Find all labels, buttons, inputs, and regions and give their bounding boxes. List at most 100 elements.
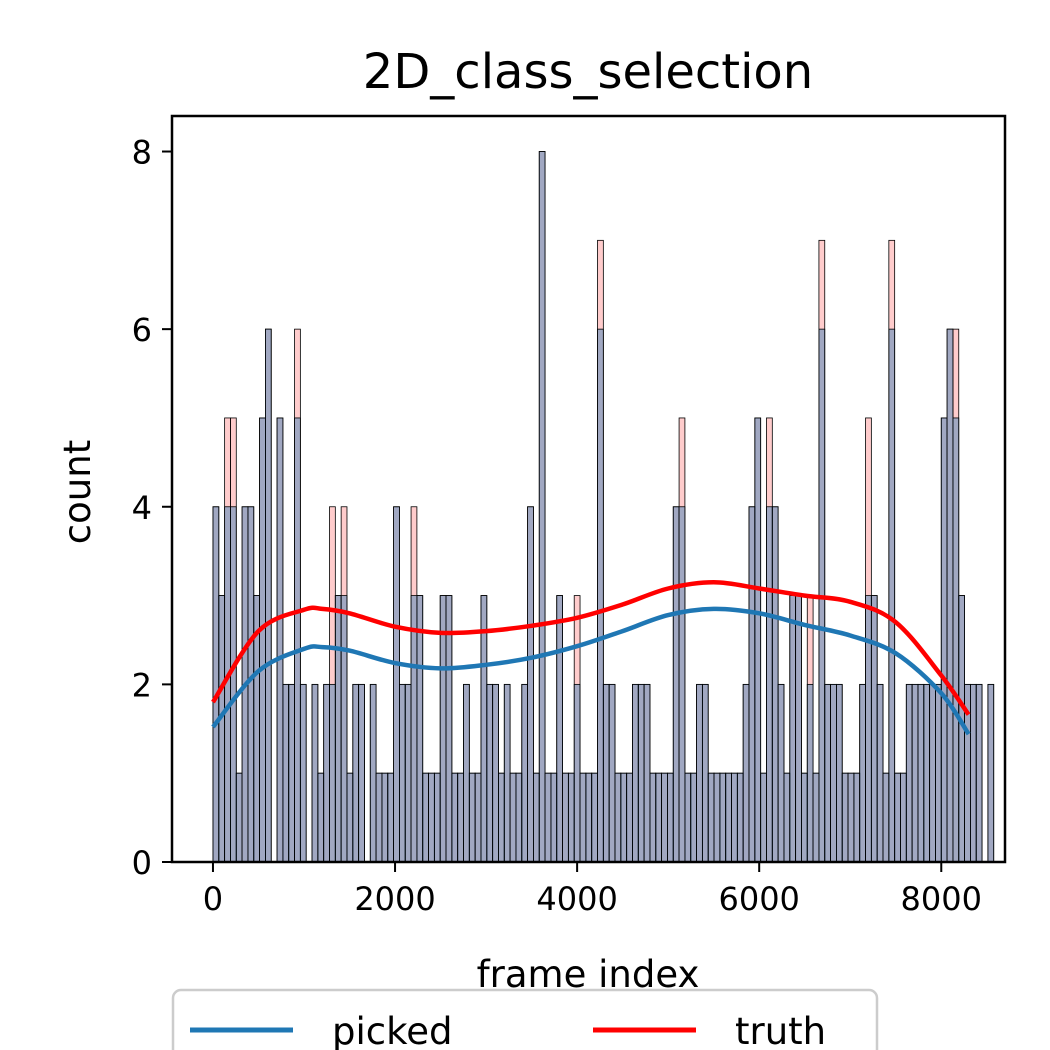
- picked-bar: [562, 772, 569, 863]
- picked-bar: [894, 772, 901, 863]
- picked-bar: [836, 683, 843, 863]
- picked-bar: [265, 328, 272, 863]
- picked-bar: [556, 595, 563, 863]
- picked-bar: [544, 772, 552, 863]
- picked-bar: [422, 772, 429, 863]
- picked-bar: [987, 683, 995, 863]
- picked-bar: [334, 595, 342, 863]
- picked-bar: [754, 417, 762, 863]
- picked-bar: [900, 772, 907, 863]
- picked-bar: [701, 683, 709, 863]
- picked-bar: [299, 683, 307, 863]
- picked-bar: [212, 506, 220, 863]
- picked-bar: [503, 683, 511, 863]
- picked-bar: [381, 772, 389, 863]
- y-tick-label: 4: [132, 489, 152, 527]
- y-tick-label: 8: [132, 134, 152, 172]
- picked-bar: [451, 772, 459, 863]
- picked-bar: [655, 772, 663, 863]
- picked-bar: [905, 683, 913, 863]
- picked-bar: [515, 772, 523, 863]
- picked-bar: [748, 506, 756, 863]
- legend: picked truth: [171, 988, 879, 1050]
- picked-bar: [323, 683, 330, 863]
- picked-bar: [358, 683, 365, 863]
- picked-bar: [597, 328, 604, 863]
- picked-bar: [620, 772, 628, 863]
- picked-bar: [480, 595, 488, 863]
- picked-bar: [445, 595, 453, 863]
- legend-label-picked: picked: [332, 1010, 452, 1050]
- picked-bar: [433, 772, 441, 863]
- picked-bar: [970, 683, 977, 863]
- picked-bar: [567, 772, 575, 863]
- picked-bar: [614, 772, 622, 863]
- picked-bar: [923, 683, 931, 863]
- picked-bar: [474, 772, 482, 863]
- picked-bar: [573, 683, 581, 863]
- picked-bar: [463, 683, 470, 863]
- picked-bar: [795, 595, 802, 863]
- picked-bar: [533, 772, 540, 863]
- picked-bar: [626, 772, 633, 863]
- picked-bar: [678, 506, 686, 863]
- x-tick-label: 6000: [718, 880, 799, 918]
- picked-bar: [375, 772, 383, 863]
- picked-bar: [719, 772, 727, 863]
- picked-bar: [911, 683, 919, 863]
- x-tick-label: 2000: [354, 880, 435, 918]
- picked-bar: [259, 417, 266, 863]
- picked-bar: [550, 772, 558, 863]
- kde-curves: [211, 580, 971, 736]
- y-tick-label: 2: [132, 666, 152, 704]
- picked-bar: [439, 595, 447, 863]
- picked-bar: [294, 417, 301, 863]
- picked-bar: [276, 417, 284, 863]
- picked-bar: [859, 683, 866, 863]
- picked-bar: [824, 683, 831, 863]
- picked-bar: [369, 683, 377, 863]
- picked-bar: [760, 772, 767, 863]
- picked-bar: [352, 683, 360, 863]
- picked-bar: [946, 328, 954, 863]
- picked-bar: [789, 595, 797, 863]
- picked-bar: [684, 772, 692, 863]
- picked-bar: [766, 506, 773, 863]
- picked-bar: [725, 772, 732, 863]
- picked-bar: [830, 683, 837, 863]
- picked-bar: [602, 683, 610, 863]
- picked-bar: [847, 772, 855, 863]
- picked-bar: [346, 772, 354, 863]
- y-axis-label: count: [56, 440, 99, 544]
- picked-bar: [736, 772, 744, 863]
- x-tick-label: 0: [203, 880, 223, 918]
- picked-bar: [486, 683, 494, 863]
- picked-bar: [632, 683, 639, 863]
- picked-bar: [888, 328, 896, 863]
- picked-bar: [468, 772, 476, 863]
- picked-bar: [282, 683, 290, 863]
- picked-bar: [952, 417, 960, 863]
- picked-bar: [876, 683, 884, 863]
- picked-bar: [404, 683, 412, 863]
- picked-bar: [608, 683, 616, 863]
- picked-bar: [527, 506, 534, 863]
- picked-bar: [696, 683, 703, 863]
- picked-bar: [387, 772, 394, 863]
- picked-bar: [311, 683, 319, 863]
- picked-bar: [591, 772, 598, 863]
- picked-bar: [935, 683, 942, 863]
- picked-bar: [975, 683, 983, 863]
- picked-bar: [492, 683, 499, 863]
- y-tick-label: 0: [132, 844, 152, 882]
- picked-bar: [713, 772, 721, 863]
- picked-bar: [643, 683, 651, 863]
- picked-bar: [416, 595, 424, 863]
- picked-bar: [870, 595, 878, 863]
- picked-bar: [329, 683, 336, 863]
- picked-bar: [690, 772, 697, 863]
- picked-bar: [731, 772, 738, 863]
- picked-bar: [812, 772, 820, 863]
- picked-bar: [742, 683, 750, 863]
